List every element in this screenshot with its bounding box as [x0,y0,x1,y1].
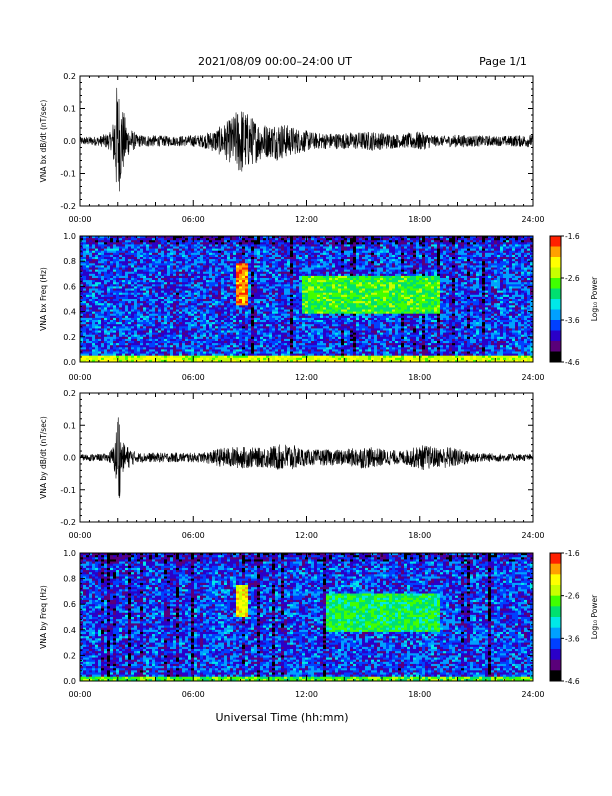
x-tick-label: 00:00 [68,215,91,224]
colorbar-tick-label: -1.6 [565,232,580,241]
y-tick-label: -0.2 [60,202,76,211]
x-tick-label: 24:00 [521,215,544,224]
y-tick-label: 0.6 [63,600,76,609]
series-trace-1 [80,88,533,191]
colorbar-tick-label: -2.6 [565,592,580,601]
panels: 00:00 06:00 12:00 18:00 24:00 0.2 0.1 0.0 -0.1 -0… [39,72,599,699]
colorbar-tick-label: -3.6 [565,634,580,643]
x-tick-label: 06:00 [182,690,205,699]
x-tick-label: 24:00 [521,531,544,540]
y-tick-label: 0.8 [63,575,76,584]
y-tick-label: 0.2 [63,333,76,342]
x-tick-label: 24:00 [521,373,544,382]
x-tick-label: 18:00 [408,373,431,382]
y-tick-label: 0.0 [63,454,76,463]
colorbar-tick-label: -4.6 [565,677,580,686]
y-tick-label: 0.0 [63,677,76,686]
y-tick-label: 1.0 [63,549,76,558]
colorbar-2: -1.6 -2.6 -3.6 -4.6 Log₁₀ Power [550,232,599,367]
y-tick-label: -0.2 [60,518,76,527]
x-tick-label: 18:00 [408,215,431,224]
y-tick-label: 0.2 [63,389,76,398]
y-tick-label: 0.6 [63,282,76,291]
x-tick-label: 00:00 [68,531,91,540]
colorbar-title: Log₁₀ Power [590,594,599,639]
x-axis-title: Universal Time (hh:mm) [216,711,349,724]
spectrogram-2 [80,236,533,362]
x-tick-label: 12:00 [295,690,318,699]
y-tick-label: 0.2 [63,72,76,81]
x-tick-label: 12:00 [295,373,318,382]
page-title: 2021/08/09 00:00–24:00 UT [198,55,352,68]
y-tick-label: 0.1 [63,105,76,114]
y-tick-label: 0.4 [63,308,76,317]
y-tick-label: 1.0 [63,232,76,241]
colorbar-tick-label: -4.6 [565,358,580,367]
x-tick-label: 18:00 [408,690,431,699]
x-tick-label: 12:00 [295,215,318,224]
colorbar-tick-label: -2.6 [565,274,580,283]
x-tick-label: 00:00 [68,690,91,699]
colorbar-4: -1.6 -2.6 -3.6 -4.6 Log₁₀ Power [550,549,599,686]
y-tick-label: 0.0 [63,137,76,146]
x-tick-label: 00:00 [68,373,91,382]
y-axis-title: VNA bx Freq (Hz) [39,267,48,331]
y-axis-title: VNA bx dB/dt (nT/sec) [39,100,48,183]
x-tick-label: 06:00 [182,215,205,224]
y-tick-label: 0.8 [63,257,76,266]
x-tick-label: 06:00 [182,531,205,540]
y-tick-label: -0.1 [60,486,76,495]
y-tick-label: 0.2 [63,651,76,660]
x-tick-label: 12:00 [295,531,318,540]
spectrogram-4 [80,553,533,681]
y-tick-label: -0.1 [60,170,76,179]
page-number: Page 1/1 [479,55,527,68]
x-tick-label: 18:00 [408,531,431,540]
colorbar-title: Log₁₀ Power [590,276,599,321]
y-tick-label: 0.0 [63,358,76,367]
y-tick-label: 0.4 [63,626,76,635]
y-axis-title: VNA by Freq (Hz) [39,585,48,649]
colorbar-tick-label: -1.6 [565,549,580,558]
series-trace-3 [80,417,533,498]
y-tick-label: 0.1 [63,421,76,430]
colorbar-tick-label: -3.6 [565,316,580,325]
y-axis-title: VNA by dB/dt (nT/sec) [39,416,48,499]
x-tick-label: 24:00 [521,690,544,699]
x-tick-label: 06:00 [182,373,205,382]
